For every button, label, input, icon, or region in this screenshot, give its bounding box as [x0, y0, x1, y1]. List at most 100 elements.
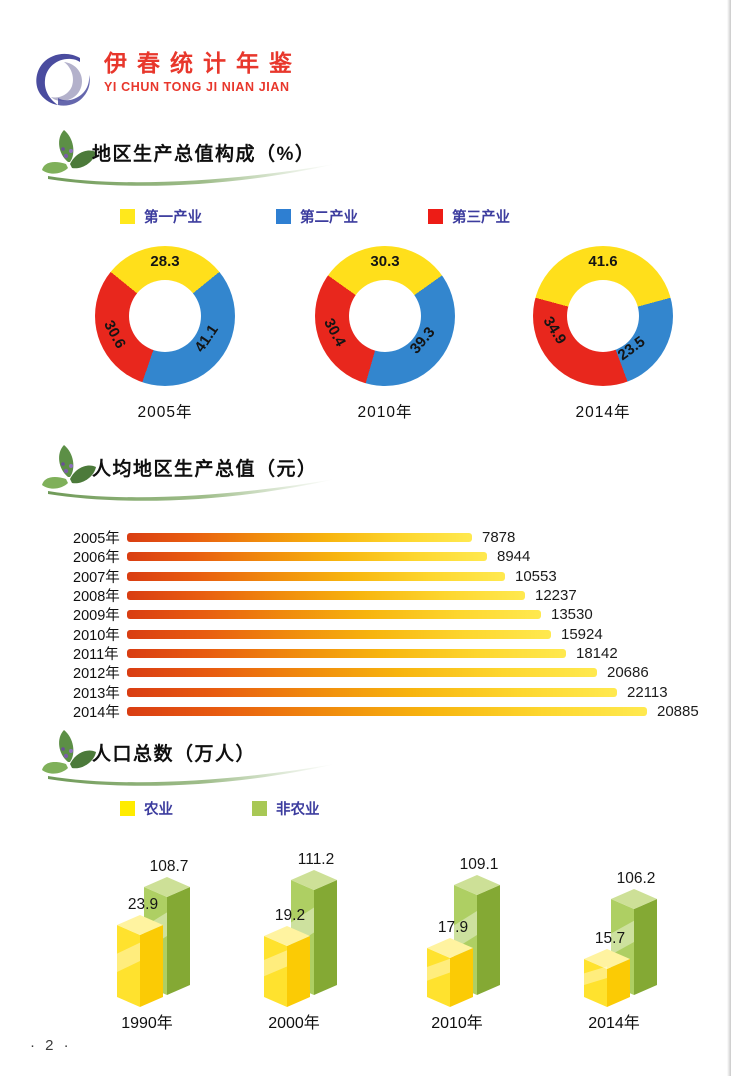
- donut-year-label: 2005年: [137, 404, 193, 421]
- donut-ring-2014: 41.6 23.5 34.9: [533, 246, 673, 386]
- yearbook-title: 伊春统计年鉴: [104, 50, 302, 76]
- bar: [127, 533, 472, 543]
- bar: [127, 629, 551, 639]
- bar-row: 2012年 20686: [73, 663, 723, 682]
- donut-2005: 28.3 41.1 30.6 2005年: [90, 246, 240, 422]
- group-year-label: 1990年: [121, 1015, 173, 1032]
- bar-row: 2006年 8944: [73, 547, 723, 566]
- bar: [127, 591, 525, 601]
- bar-year-label: 2005年: [73, 531, 120, 548]
- bar-value: 20885: [657, 702, 699, 720]
- population-group-2010: 17.9 109.1 2010年: [427, 845, 537, 1035]
- bar-year-label: 2006年: [73, 550, 120, 567]
- agricultural-column: [117, 915, 163, 1007]
- bar-year-label: 2014年: [73, 704, 120, 721]
- scan-edge: [727, 0, 731, 1076]
- population-group-2014: 15.7 106.2 2014年: [584, 845, 694, 1035]
- bar-row: 2007年 10553: [73, 567, 723, 586]
- bar: [127, 648, 566, 658]
- section-population: 人口总数（万人）: [40, 726, 380, 788]
- agricultural-column: [264, 926, 310, 1007]
- section-per-capita-gdp: 人均地区生产总值（元）: [40, 441, 380, 503]
- yearbook-subtitle: YI CHUN TONG JI NIAN JIAN: [104, 79, 290, 94]
- legend-label: 第二产业: [300, 209, 358, 226]
- column-pair: 15.7 106.2: [584, 847, 694, 1007]
- bar-year-label: 2010年: [73, 627, 120, 644]
- donut-value-primary: 30.3: [370, 253, 400, 270]
- bar-row: 2010年 15924: [73, 624, 723, 644]
- legend-item-primary-industry: 第一产业: [120, 206, 202, 227]
- bar-year-label: 2008年: [73, 589, 120, 606]
- page-number: · 2 ·: [30, 1037, 72, 1054]
- bar-row: 2005年 7878: [73, 528, 723, 547]
- agricultural-column: [427, 938, 473, 1007]
- population-legend: 农业 非农业: [0, 799, 320, 818]
- donut-ring-2010: 30.3 39.3 30.4: [315, 246, 455, 386]
- population-chart: 23.9 108.7 1990年 19.2 111.2 2000年: [0, 845, 731, 1035]
- legend-swatch-agricultural: [120, 800, 135, 816]
- leaf-decoration-icon: [42, 730, 335, 786]
- bar-value: 7878: [482, 529, 516, 547]
- legend-label: 第三产业: [452, 209, 510, 226]
- bar-year-label: 2009年: [73, 608, 120, 625]
- bar-value: 13530: [551, 606, 593, 624]
- legend-label: 农业: [144, 801, 173, 818]
- non-agricultural-value: 106.2: [616, 870, 656, 887]
- bar-row: 2014年 20885: [73, 702, 723, 721]
- population-group-2000: 19.2 111.2 2000年: [264, 845, 374, 1035]
- non-agricultural-value: 108.7: [149, 858, 189, 875]
- bar-value: 15924: [561, 625, 603, 643]
- non-agricultural-value: 109.1: [459, 856, 499, 873]
- yearbook-header: 伊春统计年鉴 YI CHUN TONG JI NIAN JIAN: [34, 50, 302, 106]
- non-agricultural-value: 111.2: [297, 851, 335, 868]
- legend-item-secondary-industry: 第二产业: [276, 206, 358, 227]
- population-group-1990: 23.9 108.7 1990年: [117, 845, 227, 1035]
- donut-ring-2005: 28.3 41.1 30.6: [95, 246, 235, 386]
- legend-swatch-tertiary: [428, 208, 443, 224]
- bar: [127, 610, 541, 620]
- bar-year-label: 2012年: [73, 666, 120, 683]
- leaf-decoration-icon: [42, 130, 335, 186]
- bar-value: 8944: [497, 548, 531, 566]
- section-title: 人口总数（万人）: [92, 744, 257, 765]
- agricultural-value: 17.9: [437, 919, 469, 936]
- donut-year-label: 2010年: [357, 404, 413, 421]
- legend-swatch-primary: [120, 208, 135, 224]
- bar-value: 10553: [515, 567, 557, 585]
- leaf-decoration-icon: [42, 445, 335, 501]
- gdp-composition-legend: 第一产业 第二产业 第三产业: [0, 206, 510, 227]
- legend-swatch-non-agricultural: [252, 800, 267, 816]
- legend-label: 第一产业: [144, 209, 202, 226]
- legend-label: 非农业: [276, 801, 320, 818]
- group-year-label: 2010年: [431, 1015, 483, 1032]
- section-title: 地区生产总值构成（%）: [92, 144, 316, 165]
- bar-value: 12237: [535, 587, 577, 605]
- legend-swatch-secondary: [276, 208, 291, 224]
- bar-year-label: 2007年: [73, 569, 120, 586]
- bar: [127, 668, 597, 678]
- group-year-label: 2014年: [588, 1015, 640, 1032]
- bar-value: 18142: [576, 644, 618, 662]
- column-pair: 19.2 111.2: [264, 847, 374, 1007]
- donut-2010: 30.3 39.3 30.4 2010年: [310, 246, 460, 422]
- bar: [127, 552, 487, 562]
- yearbook-title-block: 伊春统计年鉴 YI CHUN TONG JI NIAN JIAN: [104, 50, 302, 94]
- bar: [127, 706, 647, 716]
- donut-year-label: 2014年: [575, 404, 631, 421]
- bar-value: 20686: [607, 664, 649, 682]
- bar-row: 2009年 13530: [73, 605, 723, 624]
- agricultural-value: 15.7: [594, 930, 626, 947]
- bar-value: 22113: [627, 683, 668, 701]
- section-gdp-composition: 地区生产总值构成（%）: [40, 126, 380, 188]
- yearbook-logo-icon: [36, 53, 90, 106]
- column-pair: 23.9 108.7: [117, 847, 227, 1007]
- bar-row: 2011年 18142: [73, 644, 723, 663]
- bar-year-label: 2011年: [73, 646, 119, 663]
- agricultural-column: [584, 949, 630, 1007]
- per-capita-gdp-chart: 2005年 7878 2006年 8944 2007年 10553 2008年 …: [73, 528, 723, 721]
- section-title: 人均地区生产总值（元）: [92, 459, 318, 480]
- group-year-label: 2000年: [268, 1015, 320, 1032]
- bar: [127, 687, 617, 697]
- legend-item-tertiary-industry: 第三产业: [428, 206, 510, 227]
